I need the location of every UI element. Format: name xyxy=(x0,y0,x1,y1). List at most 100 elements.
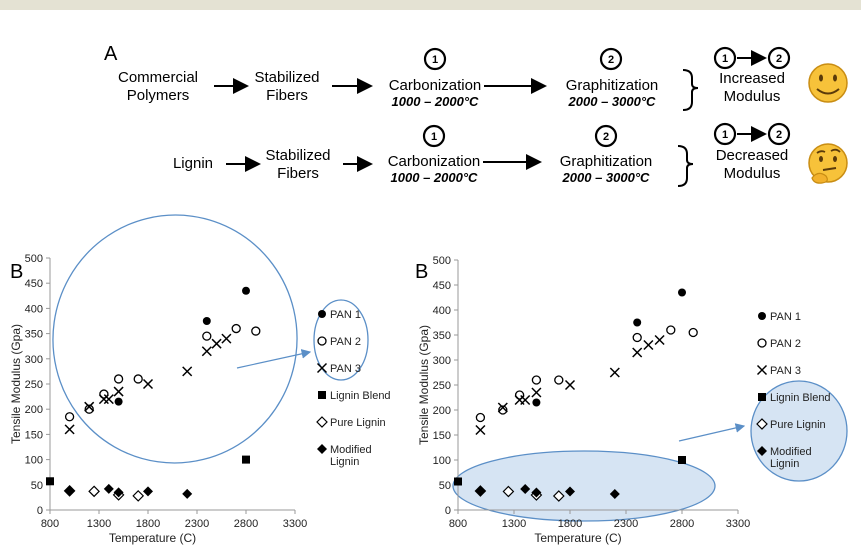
y-tick-label: 100 xyxy=(25,455,43,467)
data-point xyxy=(633,318,642,327)
data-point xyxy=(202,317,211,325)
y-tick-label: 100 xyxy=(433,455,451,467)
highlight-pointer-arrow xyxy=(236,349,312,369)
y-tick-label: 250 xyxy=(433,380,451,392)
thinking-face-icon xyxy=(808,143,848,184)
legend-label: Modified xyxy=(770,446,812,458)
legend-marker xyxy=(318,391,326,399)
data-point xyxy=(113,386,124,397)
data-point xyxy=(84,401,95,412)
y-tick-label: 50 xyxy=(31,480,43,492)
x-tick-label: 2300 xyxy=(185,518,209,530)
x-tick-label: 1800 xyxy=(558,518,582,530)
start-label-line-1: Lignin xyxy=(173,155,213,172)
carbonization-temp: 1000 – 2000°C xyxy=(392,94,479,109)
y-axis-label: Tensile Modulus (Gpa) xyxy=(9,324,23,444)
legend-label: Pure Lignin xyxy=(770,419,826,431)
legend-label: Lignin Blend xyxy=(330,390,391,402)
legend-entry-pan-3: PAN 3 xyxy=(756,364,801,377)
legend-label: PAN 2 xyxy=(770,338,801,350)
legend-marker xyxy=(317,336,327,346)
data-point xyxy=(84,404,94,414)
data-point xyxy=(46,477,54,486)
data-point xyxy=(454,477,462,486)
data-point xyxy=(143,486,153,497)
legend-entry-lignin-blend: Lignin Blend xyxy=(758,392,831,404)
stabilized-label-line-1: Stabilized xyxy=(265,147,330,164)
data-point xyxy=(564,379,576,391)
x-tick-label: 3300 xyxy=(726,518,750,530)
data-point xyxy=(251,326,261,336)
y-tick-label: 0 xyxy=(37,505,43,517)
start-label-line-2: Polymers xyxy=(127,87,190,104)
data-point xyxy=(643,339,654,351)
y-axis-label: Tensile Modulus (Gpa) xyxy=(417,325,431,445)
legend-marker xyxy=(758,393,766,401)
x-tick-label: 2800 xyxy=(234,518,258,530)
x-tick-label: 800 xyxy=(449,518,467,530)
graphitization-temp: 2000 – 3000°C xyxy=(562,170,650,185)
legend-highlight-ellipse xyxy=(750,380,848,482)
legend-entry-pan-1: PAN 1 xyxy=(318,309,361,321)
scatter-chart-right: B 0 50 100 150 200 250 300 350 400 450 500 800 1300 1… xyxy=(415,255,848,545)
data-point xyxy=(242,455,250,464)
data-point xyxy=(142,378,154,390)
legend-entry-pure-lignin: Pure Lignin xyxy=(756,418,826,431)
data-point xyxy=(98,394,109,405)
legend-entry-pan-3: PAN 3 xyxy=(316,362,361,375)
legend-entry-pan-1: PAN 1 xyxy=(758,311,801,323)
x-tick-label: 1300 xyxy=(502,518,526,530)
series-pan-2 xyxy=(475,325,698,423)
stabilized-label-line-2: Fibers xyxy=(266,87,308,104)
data-point xyxy=(202,331,212,341)
data-point xyxy=(132,490,145,502)
series-lignin-blend xyxy=(46,455,250,486)
legend-label: PAN 2 xyxy=(330,336,361,348)
legend-marker xyxy=(316,416,328,428)
data-point xyxy=(64,485,75,496)
legend-highlight-ellipse xyxy=(313,299,369,381)
y-tick-label: 300 xyxy=(25,354,43,366)
data-point xyxy=(182,488,193,499)
carbonization-label: Carbonization xyxy=(388,153,481,170)
legend-label: PAN 3 xyxy=(770,365,801,377)
flow-row-commercial: Commercial Polymers Stabilized Fibers 1 … xyxy=(118,46,848,111)
data-point xyxy=(632,332,642,343)
data-point xyxy=(103,394,114,405)
data-point xyxy=(502,485,515,498)
y-tick-label: 0 xyxy=(445,505,451,517)
scatter-chart-left: B 0 50 100 150 200 250 300 350 400 450 500 800 1300 1… xyxy=(9,214,391,545)
legend-label: Lignin Blend xyxy=(770,392,831,404)
outcome-line-2: Modulus xyxy=(724,165,781,182)
y-tick-label: 400 xyxy=(25,303,43,315)
y-tick-label: 200 xyxy=(433,405,451,417)
flow-row-lignin: Lignin Stabilized Fibers 1 Carbonization… xyxy=(173,122,848,187)
y-tick-label: 50 xyxy=(439,480,451,492)
data-point xyxy=(552,490,565,502)
data-point xyxy=(565,486,575,497)
legend-label: PAN 1 xyxy=(330,309,361,321)
legend-marker xyxy=(756,364,768,376)
data-point xyxy=(88,485,100,498)
graphitization-label: Graphitization xyxy=(566,77,659,94)
y-tick-label: 300 xyxy=(433,355,451,367)
legend-marker xyxy=(317,444,327,454)
step-1-number: 1 xyxy=(431,131,437,143)
data-point xyxy=(64,424,75,435)
outcome-from-number: 1 xyxy=(722,129,728,141)
data-point xyxy=(64,412,75,422)
series-pan-3 xyxy=(475,334,665,436)
data-point xyxy=(666,325,676,335)
data-point xyxy=(531,387,542,398)
series-pan-1 xyxy=(532,288,686,407)
legend-marker xyxy=(757,338,767,348)
data-point xyxy=(231,323,241,334)
series-pan-3 xyxy=(64,333,232,435)
data-point xyxy=(113,487,124,498)
top-decorative-bar xyxy=(0,0,861,10)
outcome-to-circle xyxy=(767,122,791,146)
y-tick-label: 400 xyxy=(433,305,451,317)
